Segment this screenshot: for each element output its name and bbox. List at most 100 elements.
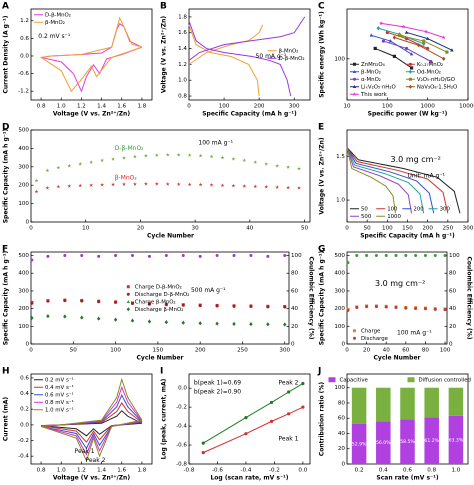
value-label: 52.9% xyxy=(352,441,367,447)
annotation: 100 mA g⁻¹ xyxy=(397,329,432,336)
x-tick-label: 10000 xyxy=(459,104,474,110)
x-tick-label: 0.4 xyxy=(379,468,388,474)
y2-tick-label: 0 xyxy=(449,342,453,348)
y-tick-label: 0.4 xyxy=(20,391,29,397)
legend-marker xyxy=(126,292,130,296)
data-point xyxy=(80,254,84,258)
data-point xyxy=(97,254,101,258)
data-point xyxy=(80,315,84,320)
data-point xyxy=(114,254,118,258)
x-tick-label: 30 xyxy=(192,226,200,232)
value-label: 58.5% xyxy=(400,439,415,445)
data-point xyxy=(198,182,203,187)
x-tick-label: 40 xyxy=(246,226,254,232)
data-point xyxy=(130,318,135,323)
y-tick-label: 200 xyxy=(334,306,345,312)
data-point xyxy=(45,168,50,173)
data-point xyxy=(198,304,202,308)
series-line xyxy=(346,147,435,214)
y-axis-label: Voltage (V vs. Zn²⁺/Zn) xyxy=(161,16,168,93)
data-point xyxy=(220,155,225,160)
y2-tick-label: 0 xyxy=(291,342,295,348)
panel-label: F xyxy=(2,245,8,255)
x-tick-label: 20 xyxy=(363,348,371,354)
bar-segment xyxy=(376,421,391,464)
data-point xyxy=(181,303,185,307)
x-tick-label: 200 xyxy=(422,226,433,232)
data-point xyxy=(78,161,83,166)
data-point xyxy=(450,48,454,52)
data-point xyxy=(231,156,236,161)
panel-label: G xyxy=(318,245,325,255)
x-tick-label: 0.2 xyxy=(355,468,364,474)
x-tick-label: 10 xyxy=(82,226,90,232)
data-point xyxy=(187,153,192,157)
data-point xyxy=(384,254,388,258)
y-tick-label: 0.0 xyxy=(178,386,187,392)
data-point xyxy=(113,317,118,322)
y-tick-label: 200 xyxy=(18,183,29,189)
data-point xyxy=(46,314,50,319)
legend-label: Diffusion controlled xyxy=(419,377,471,383)
legend-marker xyxy=(408,69,413,74)
legend-swatch xyxy=(328,377,336,383)
legend-label: 100 xyxy=(387,206,398,212)
legend-label: 1000 xyxy=(387,214,401,220)
data-point xyxy=(176,182,181,186)
x-tick-label: -0.6 xyxy=(212,468,223,474)
data-point xyxy=(147,319,152,324)
data-point xyxy=(201,451,205,455)
legend-marker xyxy=(353,62,356,66)
bar-segment xyxy=(351,387,367,424)
data-point xyxy=(56,184,61,189)
x-axis-label: Cycle Number xyxy=(137,355,184,362)
plot-frame xyxy=(346,251,448,345)
series-line xyxy=(346,147,413,214)
data-point xyxy=(97,316,101,321)
data-point xyxy=(388,39,393,43)
y-tick-label: 100 xyxy=(334,385,345,391)
legend-label: 1.0 mV s⁻¹ xyxy=(45,406,74,413)
data-point xyxy=(297,166,302,171)
data-point xyxy=(209,182,214,187)
x-tick-label: 1.2 xyxy=(77,468,86,474)
x-tick-label: 150 xyxy=(402,226,413,232)
y-tick-label: 1.0 xyxy=(336,198,345,204)
y-tick-label: 300 xyxy=(18,288,29,294)
panel-label: C xyxy=(318,2,325,12)
value-label: 63.3% xyxy=(449,437,464,443)
series-line xyxy=(346,147,425,214)
data-point xyxy=(89,160,94,164)
y2-tick-label: 40 xyxy=(291,306,299,312)
legend-label: β-MnO₂ xyxy=(279,48,299,54)
y-tick-label: 40 xyxy=(338,431,346,437)
data-point xyxy=(283,254,287,258)
y-tick-label: 500 xyxy=(18,128,29,134)
data-point xyxy=(30,258,34,262)
x-tick-label: 0 xyxy=(345,348,349,354)
y2-axis-label: Coulombic Efficiency (%) xyxy=(466,256,473,339)
legend-label: Charge D-β-MnO₂ xyxy=(135,284,182,290)
annotation: 50 mA g⁻¹ xyxy=(256,53,287,60)
x-tick-label: 1.4 xyxy=(97,468,106,474)
data-point xyxy=(269,400,274,405)
data-point xyxy=(78,183,83,188)
data-point xyxy=(165,152,170,157)
bar-segment xyxy=(376,387,391,422)
y-tick-label: -0.4 xyxy=(176,424,187,430)
legend-label: 0.2 mV s⁻¹ xyxy=(45,376,74,383)
y2-tick-label: 20 xyxy=(291,324,299,330)
y-tick-label: -1.2 xyxy=(18,89,29,95)
data-point xyxy=(346,261,350,265)
data-point xyxy=(416,43,421,48)
y-tick-label: 100 xyxy=(18,201,29,207)
data-point xyxy=(445,50,449,54)
legend-label: 500 xyxy=(361,214,372,220)
x-tick-label: 40 xyxy=(383,348,391,354)
data-point xyxy=(56,165,61,170)
legend-marker xyxy=(353,329,356,333)
series-line xyxy=(188,16,306,97)
data-point xyxy=(286,165,291,169)
data-point xyxy=(249,254,253,258)
legend-label: Capacitive xyxy=(340,377,369,383)
